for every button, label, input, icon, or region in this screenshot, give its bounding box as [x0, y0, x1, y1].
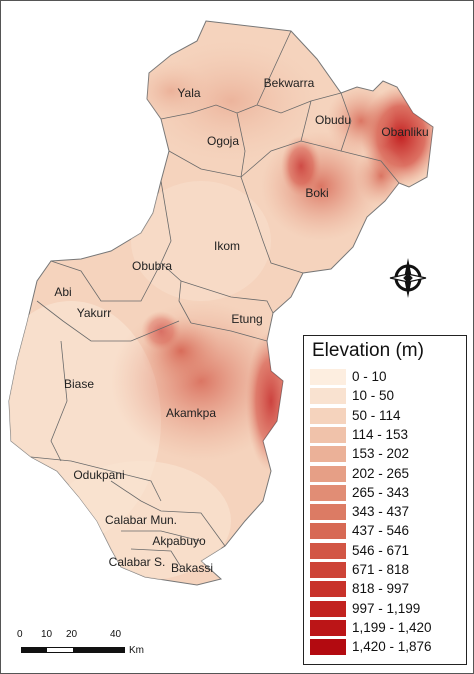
legend-item: 997 - 1,199	[310, 600, 466, 618]
legend-item: 0 - 10	[310, 368, 466, 386]
legend-swatch	[310, 484, 346, 501]
legend-item: 202 - 265	[310, 465, 466, 483]
legend-swatch	[310, 619, 346, 636]
legend-swatch	[310, 388, 346, 405]
legend-swatch	[310, 562, 346, 578]
scale-tick-10: 10	[41, 629, 53, 640]
lga-label: Ikom	[213, 239, 241, 253]
lga-label: Ogoja	[206, 134, 240, 148]
legend-swatch	[310, 504, 346, 521]
legend-item: 671 - 818	[310, 561, 466, 579]
scale-tick-40: 40	[110, 629, 122, 640]
legend-item: 114 - 153	[310, 426, 466, 444]
scale-tick-0: 0	[17, 629, 23, 640]
lga-boundaries	[30, 30, 400, 568]
lga-label: Calabar Mun.	[104, 513, 178, 527]
lga-label: Obanliku	[381, 125, 429, 139]
legend-label: 1,199 - 1,420	[352, 619, 432, 635]
scale-bar: 0 10 20 40 Km	[17, 629, 157, 665]
legend-label: 265 - 343	[352, 484, 410, 500]
legend-label: 437 - 546	[352, 523, 410, 539]
legend-label: 546 - 671	[352, 542, 410, 558]
lga-label: Boki	[305, 186, 329, 200]
legend-item: 1,199 - 1,420	[310, 619, 466, 637]
lga-label: Bekwarra	[263, 76, 315, 90]
legend-item: 343 - 437	[310, 503, 466, 521]
legend-swatch	[310, 581, 346, 598]
legend-item: 50 - 114	[310, 407, 466, 425]
legend-label: 0 - 10	[352, 369, 387, 384]
legend-item: 153 - 202	[310, 445, 466, 463]
lga-label: Etung	[231, 312, 263, 326]
legend-item: 265 - 343	[310, 484, 466, 502]
legend-label: 818 - 997	[352, 581, 410, 597]
legend-swatch	[310, 465, 346, 482]
legend-label: 997 - 1,199	[352, 600, 421, 616]
legend-swatch	[310, 407, 346, 424]
lga-label: Obubra	[131, 259, 173, 273]
legend-swatch	[310, 639, 346, 656]
lga-label: Calabar S.	[108, 555, 166, 569]
legend-label: 114 - 153	[352, 426, 409, 442]
lga-label: Akpabuyo	[152, 534, 206, 548]
lga-label: Akamkpa	[165, 406, 217, 420]
legend-label: 671 - 818	[352, 562, 410, 577]
legend-label: 202 - 265	[352, 465, 410, 481]
legend-item: 437 - 546	[310, 522, 466, 540]
legend-swatch	[310, 426, 346, 443]
compass-rose-icon	[389, 258, 427, 298]
lga-label: Abi	[54, 285, 72, 299]
lga-label: Obudu	[314, 113, 352, 127]
legend-item: 1,420 - 1,876	[310, 638, 466, 656]
scale-bar-graphic	[21, 647, 125, 653]
lga-label: Yakurr	[76, 306, 112, 320]
lga-label: Yala	[177, 86, 201, 100]
legend-label: 153 - 202	[352, 446, 410, 462]
legend-title: Elevation (m)	[312, 340, 424, 361]
legend-label: 343 - 437	[352, 504, 410, 520]
lga-label: Odukpani	[73, 468, 125, 482]
legend-swatch	[310, 523, 346, 540]
legend-label: 10 - 50	[352, 388, 395, 404]
legend-swatch	[310, 600, 346, 617]
legend-label: 1,420 - 1,876	[352, 639, 432, 655]
legend-item: 818 - 997	[310, 580, 466, 598]
scale-unit: Km	[129, 645, 144, 656]
legend-swatch	[310, 446, 346, 463]
legend-item: 10 - 50	[310, 387, 466, 405]
lga-label: Bakassi	[170, 561, 214, 575]
legend-swatch	[310, 369, 346, 385]
lga-label: Biase	[63, 377, 95, 391]
north-arrow	[388, 256, 428, 305]
legend-item: 546 - 671	[310, 542, 466, 560]
legend-swatch	[310, 542, 346, 559]
scale-tick-20: 20	[66, 629, 78, 640]
elevation-legend: Elevation (m) 0 - 10 10 - 50 50 - 114 114 -…	[303, 335, 467, 665]
legend-label: 50 - 114	[352, 407, 401, 423]
